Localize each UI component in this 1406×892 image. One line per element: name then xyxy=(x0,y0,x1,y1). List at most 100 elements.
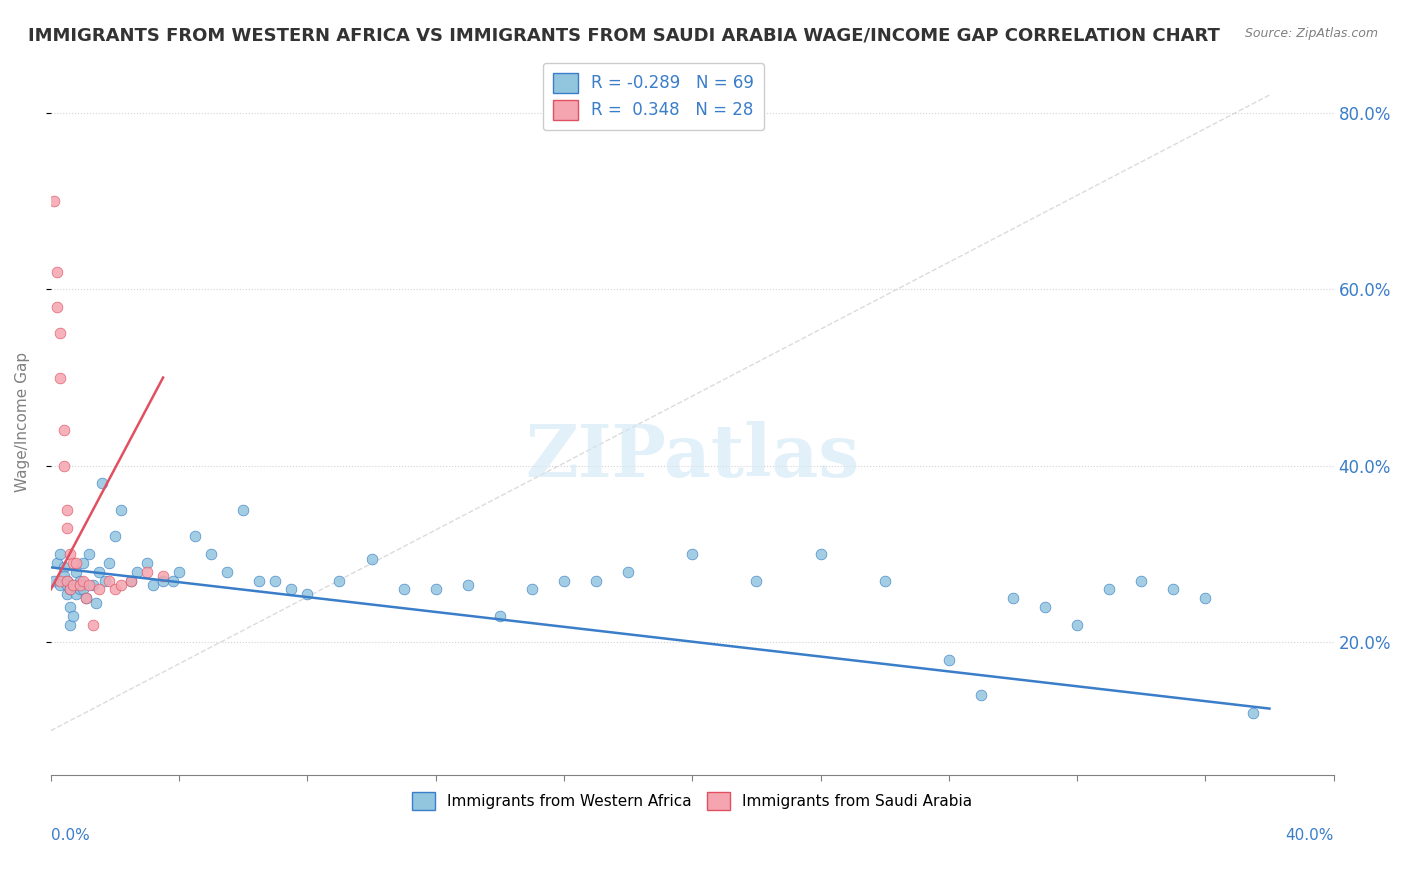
Point xyxy=(52,458,75,473)
Point xyxy=(1194,591,1216,606)
Point xyxy=(72,556,94,570)
Point xyxy=(59,547,82,561)
Point xyxy=(457,578,479,592)
Point xyxy=(810,547,832,561)
Point xyxy=(79,547,101,561)
Point xyxy=(152,574,174,588)
Point xyxy=(938,653,960,667)
Legend: Immigrants from Western Africa, Immigrants from Saudi Arabia: Immigrants from Western Africa, Immigran… xyxy=(406,786,979,816)
Point xyxy=(94,574,117,588)
Point xyxy=(110,578,132,592)
Point xyxy=(247,574,270,588)
Point xyxy=(152,569,174,583)
Point xyxy=(1066,617,1088,632)
Point xyxy=(104,582,127,597)
Point xyxy=(49,574,72,588)
Point xyxy=(488,608,510,623)
Point xyxy=(79,578,101,592)
Text: 0.0%: 0.0% xyxy=(51,828,90,843)
Point xyxy=(65,587,87,601)
Point xyxy=(75,591,97,606)
Point xyxy=(59,582,82,597)
Point xyxy=(1098,582,1121,597)
Point xyxy=(142,578,165,592)
Point xyxy=(69,578,91,592)
Point xyxy=(56,503,79,517)
Point xyxy=(110,503,132,517)
Point xyxy=(120,574,142,588)
Point xyxy=(1033,600,1056,615)
Point xyxy=(280,582,302,597)
Point xyxy=(56,587,79,601)
Point xyxy=(217,565,239,579)
Point xyxy=(69,582,91,597)
Point xyxy=(56,574,79,588)
Point xyxy=(136,565,159,579)
Point xyxy=(49,370,72,384)
Point xyxy=(127,565,149,579)
Point xyxy=(425,582,447,597)
Point xyxy=(62,578,84,592)
Point xyxy=(62,578,84,592)
Point xyxy=(585,574,607,588)
Point xyxy=(970,689,993,703)
Point xyxy=(873,574,896,588)
Point xyxy=(42,194,65,208)
Point xyxy=(72,574,94,588)
Point xyxy=(62,608,84,623)
Point xyxy=(62,556,84,570)
Point xyxy=(553,574,575,588)
Point xyxy=(56,520,79,534)
Point xyxy=(46,264,69,278)
Point xyxy=(97,574,120,588)
Point xyxy=(52,569,75,583)
Point xyxy=(87,582,110,597)
Point xyxy=(56,574,79,588)
Point xyxy=(52,424,75,438)
Text: 40.0%: 40.0% xyxy=(1285,828,1334,843)
Point xyxy=(72,582,94,597)
Point xyxy=(328,574,350,588)
Text: Source: ZipAtlas.com: Source: ZipAtlas.com xyxy=(1244,27,1378,40)
Point xyxy=(49,326,72,341)
Y-axis label: Wage/Income Gap: Wage/Income Gap xyxy=(15,351,30,491)
Point xyxy=(520,582,543,597)
Point xyxy=(745,574,768,588)
Point xyxy=(42,574,65,588)
Point xyxy=(104,529,127,543)
Point xyxy=(617,565,640,579)
Point xyxy=(232,503,254,517)
Point xyxy=(1161,582,1184,597)
Point xyxy=(264,574,287,588)
Point xyxy=(120,574,142,588)
Point xyxy=(1130,574,1153,588)
Point xyxy=(82,617,104,632)
Point xyxy=(49,578,72,592)
Point xyxy=(46,556,69,570)
Point xyxy=(167,565,190,579)
Point xyxy=(162,574,184,588)
Point xyxy=(97,556,120,570)
Point xyxy=(136,556,159,570)
Point xyxy=(69,574,91,588)
Text: IMMIGRANTS FROM WESTERN AFRICA VS IMMIGRANTS FROM SAUDI ARABIA WAGE/INCOME GAP C: IMMIGRANTS FROM WESTERN AFRICA VS IMMIGR… xyxy=(28,27,1220,45)
Point xyxy=(392,582,415,597)
Point xyxy=(1243,706,1265,720)
Point xyxy=(200,547,222,561)
Point xyxy=(360,551,382,566)
Point xyxy=(49,547,72,561)
Point xyxy=(87,565,110,579)
Point xyxy=(1001,591,1024,606)
Point xyxy=(75,591,97,606)
Point xyxy=(52,560,75,574)
Point xyxy=(184,529,207,543)
Point xyxy=(46,300,69,314)
Point xyxy=(59,582,82,597)
Text: ZIPatlas: ZIPatlas xyxy=(526,422,859,492)
Point xyxy=(681,547,703,561)
Point xyxy=(65,565,87,579)
Point xyxy=(56,578,79,592)
Point xyxy=(59,600,82,615)
Point xyxy=(91,476,114,491)
Point xyxy=(82,578,104,592)
